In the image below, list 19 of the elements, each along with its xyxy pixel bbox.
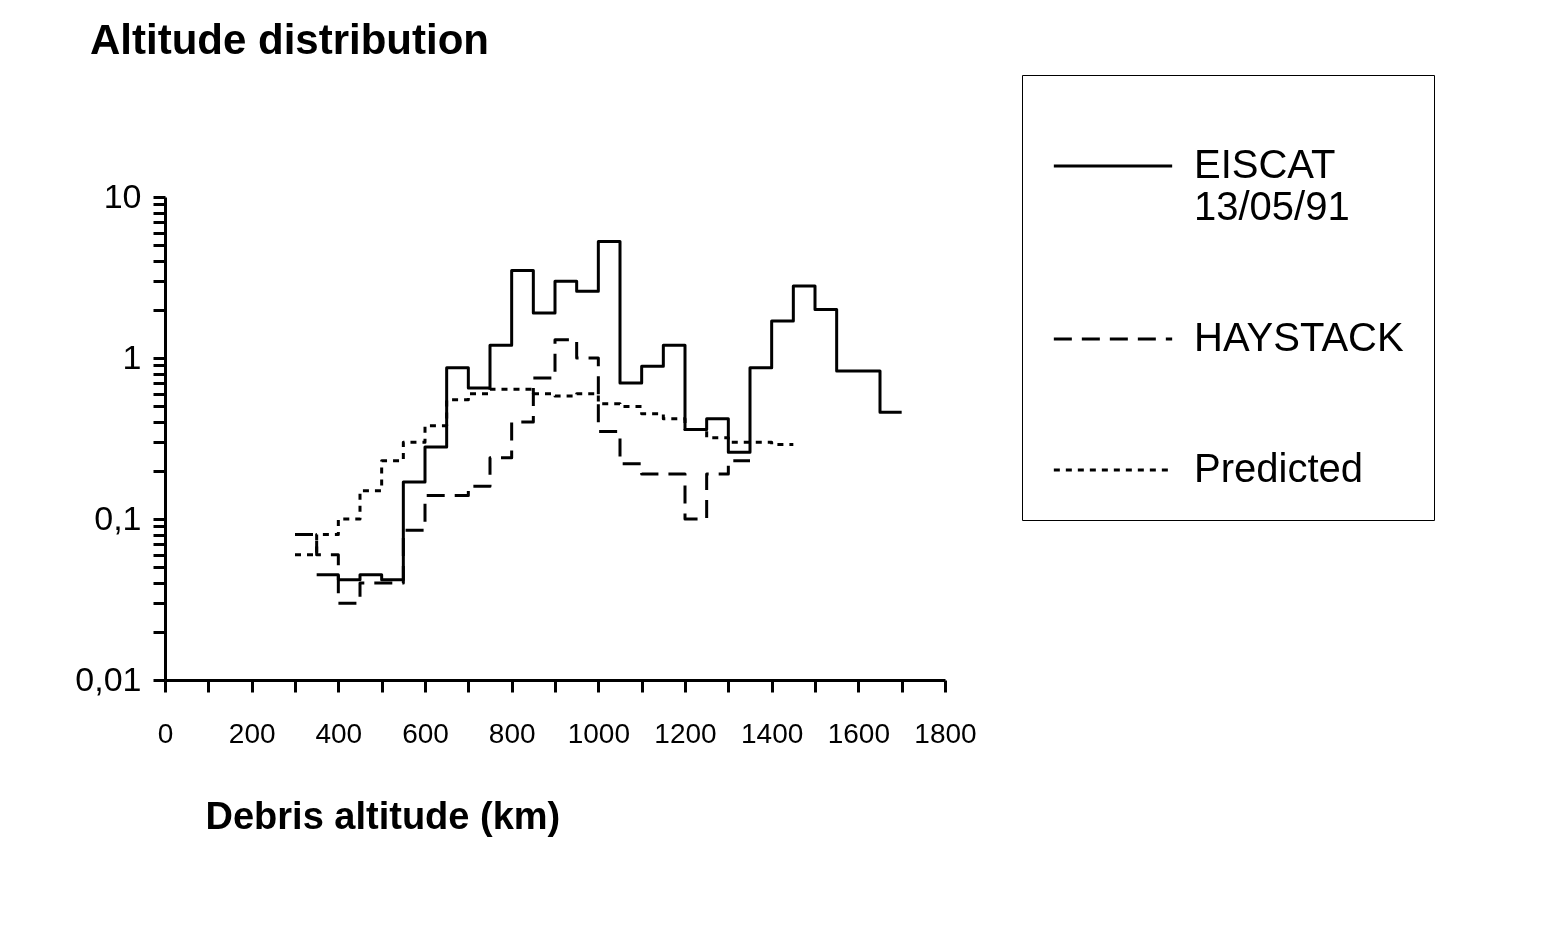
- x-tick-label: 0: [157, 717, 174, 749]
- x-tick-label: 400: [315, 717, 363, 749]
- x-tick-label: 1600: [827, 717, 890, 749]
- legend-label: Predicted: [1194, 446, 1363, 490]
- x-tick-label: 600: [402, 717, 449, 749]
- y-tick-label: 1: [122, 337, 142, 376]
- y-tick-label: 0,1: [94, 498, 142, 537]
- x-tick-label: 1400: [741, 717, 804, 749]
- x-tick-label: 200: [228, 717, 276, 749]
- y-tick-label: 10: [103, 176, 142, 215]
- chart-title: Altitude distribution: [90, 15, 489, 63]
- x-axis-title: Debris altitude (km): [205, 794, 561, 837]
- y-tick-label: 0,01: [75, 659, 142, 698]
- legend-label: HAYSTACK: [1194, 315, 1404, 359]
- x-tick-label: 1200: [654, 717, 717, 749]
- x-tick-label: 1800: [914, 717, 977, 749]
- x-tick-label: 1000: [567, 717, 630, 749]
- x-tick-label: 800: [488, 717, 536, 749]
- legend-label: EISCAT 13/05/91: [1194, 142, 1350, 228]
